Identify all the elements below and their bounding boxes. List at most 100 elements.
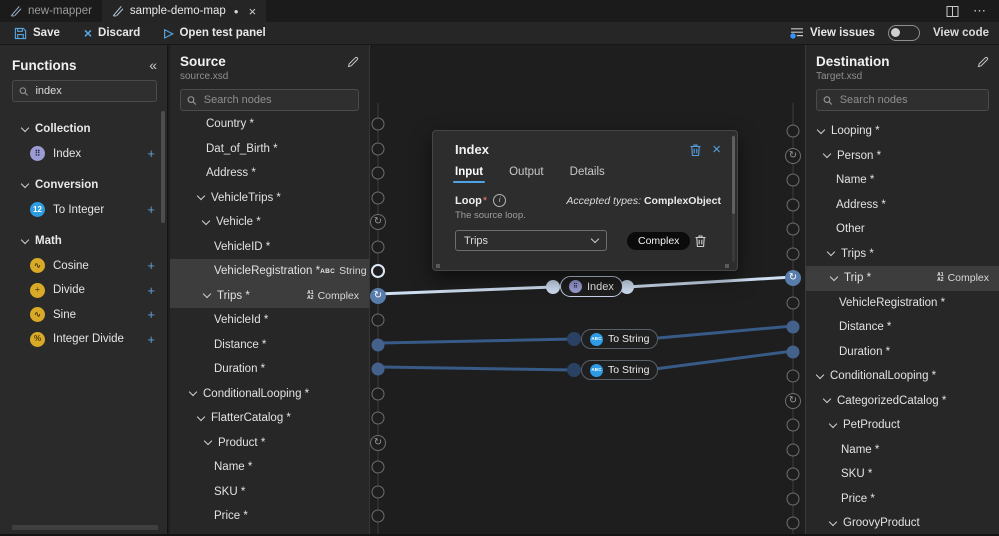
source-search-input[interactable]	[201, 93, 352, 107]
connector-hollow[interactable]	[786, 247, 800, 261]
view-issues-button[interactable]: View issues	[790, 27, 875, 39]
tree-node[interactable]: VehicleRegistration * ABC String	[170, 259, 369, 284]
source-search[interactable]	[180, 89, 359, 111]
add-function-button[interactable]: +	[147, 146, 155, 162]
connector-hollow[interactable]	[371, 166, 385, 180]
connector-loop[interactable]: ↻	[785, 147, 801, 164]
connector-hollow[interactable]	[371, 240, 385, 254]
discard-button[interactable]: × Discard	[84, 26, 140, 40]
function-item[interactable]: % Integer Divide +	[0, 327, 167, 352]
close-tab-icon[interactable]: ×	[248, 3, 257, 19]
destination-search[interactable]	[816, 89, 989, 111]
function-group-header[interactable]: Collection	[0, 117, 167, 142]
connector-hollow[interactable]	[786, 516, 800, 530]
tab-sample-demo-map[interactable]: sample-demo-map ● ×	[101, 0, 267, 22]
tree-node[interactable]: Looping *	[806, 119, 999, 144]
connector-hollow[interactable]	[786, 418, 800, 432]
edge-trips-to-index[interactable]	[377, 285, 554, 296]
add-function-button[interactable]: +	[147, 202, 155, 218]
tab-details[interactable]: Details	[569, 166, 605, 178]
tree-node[interactable]: ConditionalLooping *	[170, 382, 369, 407]
connector-hollow[interactable]	[786, 222, 800, 236]
edge-index-to-trip[interactable]	[626, 275, 794, 289]
connector-hollow[interactable]	[786, 369, 800, 383]
canvas-node-tostring-1[interactable]: ABC To String	[581, 329, 659, 349]
collapse-panel-icon[interactable]: «	[149, 57, 157, 73]
add-function-button[interactable]: +	[147, 282, 155, 298]
function-item[interactable]: 12 To Integer +	[0, 198, 167, 223]
connector-fill[interactable]	[786, 345, 800, 359]
function-group-header[interactable]: Math	[0, 229, 167, 254]
tree-node[interactable]: VehicleId *	[170, 308, 369, 333]
tree-node[interactable]: Name *	[806, 168, 999, 193]
function-item[interactable]: ∿ Sine +	[0, 303, 167, 328]
connector-loopfill[interactable]: ↻	[370, 287, 386, 304]
functions-search[interactable]	[12, 80, 157, 102]
connector-hollow[interactable]	[371, 387, 385, 401]
connector-hollow[interactable]	[786, 467, 800, 481]
connector-hollow[interactable]	[371, 460, 385, 474]
tab-new-mapper[interactable]: new-mapper	[0, 0, 102, 22]
remove-input-icon[interactable]	[694, 234, 707, 248]
edge-tostring-to-duration[interactable]	[646, 349, 794, 372]
tree-node[interactable]: Address *	[806, 193, 999, 218]
connector-hollow[interactable]	[786, 173, 800, 187]
edge-duration-to-tostring[interactable]	[377, 365, 575, 372]
add-function-button[interactable]: +	[147, 331, 155, 347]
loop-source-dropdown[interactable]: Trips	[455, 230, 607, 251]
close-popup-icon[interactable]: ×	[712, 141, 721, 158]
tree-node[interactable]: ConditionalLooping *	[806, 364, 999, 389]
tree-node[interactable]: Address *	[170, 161, 369, 186]
add-function-button[interactable]: +	[147, 307, 155, 323]
connector-fill[interactable]	[786, 320, 800, 334]
connector-hollow[interactable]	[786, 492, 800, 506]
tree-node[interactable]: Duration *	[806, 340, 999, 365]
edit-destination-icon[interactable]	[977, 56, 989, 68]
tab-input[interactable]: Input	[452, 166, 486, 183]
tree-node[interactable]: Price *	[806, 487, 999, 512]
tree-node[interactable]: Vehicle *	[170, 210, 369, 235]
tree-node[interactable]: SKU *	[170, 480, 369, 505]
connector-hollow[interactable]	[371, 117, 385, 131]
tree-node[interactable]: Trips * A1 A2 Complex	[170, 283, 369, 308]
tree-node[interactable]: VehicleRegistration *	[806, 291, 999, 316]
edge-tostring-to-distance[interactable]	[646, 324, 794, 341]
connector-loop[interactable]: ↻	[370, 214, 386, 231]
functions-search-input[interactable]	[33, 84, 150, 98]
save-button[interactable]: Save	[14, 27, 60, 40]
tree-node[interactable]: Price *	[170, 504, 369, 529]
tree-node[interactable]: GroovyProduct	[806, 511, 999, 536]
functions-horizontal-scrollbar[interactable]	[12, 525, 158, 530]
connector-hollow[interactable]	[786, 198, 800, 212]
info-icon[interactable]: i	[493, 194, 507, 207]
tree-node[interactable]: PetProduct	[806, 413, 999, 438]
connector-loopfill[interactable]: ↻	[785, 270, 801, 287]
connector-hollow[interactable]	[371, 142, 385, 156]
tree-node[interactable]: VehicleTrips *	[170, 186, 369, 211]
add-function-button[interactable]: +	[147, 258, 155, 274]
connector-hollow[interactable]	[371, 191, 385, 205]
connector-hollow[interactable]	[786, 124, 800, 138]
tree-node[interactable]: Distance *	[170, 333, 369, 358]
tree-node[interactable]: Duration *	[170, 357, 369, 382]
tree-node[interactable]: Country *	[170, 112, 369, 137]
tab-output[interactable]: Output	[509, 166, 544, 178]
connector-fill[interactable]	[371, 362, 385, 376]
tree-node[interactable]: VehicleID *	[170, 235, 369, 260]
view-code-toggle[interactable]	[887, 25, 920, 41]
canvas-node-index[interactable]: ⠿ Index	[560, 276, 623, 297]
function-group-header[interactable]: Conversion	[0, 173, 167, 198]
edge-distance-to-tostring[interactable]	[377, 337, 575, 345]
split-editor-icon[interactable]	[946, 5, 959, 18]
tree-node[interactable]: Distance *	[806, 315, 999, 340]
connector-hollow[interactable]	[786, 296, 800, 310]
canvas-node-tostring-2[interactable]: ABC To String	[581, 360, 659, 380]
popup-scrollbar-thumb[interactable]	[732, 136, 735, 214]
function-item[interactable]: ÷ Divide +	[0, 278, 167, 303]
functions-vertical-scrollbar[interactable]	[161, 111, 165, 223]
tree-node[interactable]: Trip * A1 A2 Complex	[806, 266, 999, 291]
connector-fill[interactable]	[371, 338, 385, 352]
tree-node[interactable]: Name *	[806, 438, 999, 463]
tree-node[interactable]: Product *	[170, 431, 369, 456]
connector-hollow[interactable]	[371, 411, 385, 425]
